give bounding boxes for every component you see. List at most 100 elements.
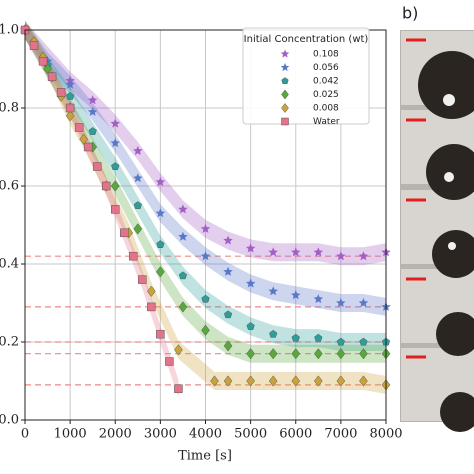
data-point <box>201 324 210 336</box>
data-point <box>138 275 147 284</box>
data-point <box>291 290 301 300</box>
legend-label: 0.042 <box>313 77 339 87</box>
data-point <box>174 344 183 356</box>
x-tick-label: 5000 <box>234 427 267 442</box>
data-point <box>165 357 174 366</box>
data-point <box>147 285 156 297</box>
data-point <box>111 205 120 214</box>
plot-frame <box>24 29 387 421</box>
data-point <box>223 235 233 245</box>
data-point <box>336 298 346 307</box>
x-tick-label: 7000 <box>324 427 357 442</box>
data-point <box>291 348 301 360</box>
data-point <box>155 208 166 218</box>
data-point <box>156 240 165 248</box>
data-point <box>174 384 183 394</box>
scale-bars <box>406 38 426 359</box>
data-point <box>314 333 323 342</box>
data-point <box>268 286 278 296</box>
data-point <box>313 294 324 304</box>
data-point <box>133 173 143 183</box>
legend-label: 0.056 <box>313 63 339 73</box>
data-point <box>246 348 255 360</box>
data-point <box>65 103 75 113</box>
data-point <box>224 310 233 319</box>
y-tick-label: 0.8 <box>0 101 19 116</box>
data-point <box>133 201 142 209</box>
data-point <box>101 181 111 191</box>
data-point <box>359 348 368 360</box>
data-point <box>110 118 120 128</box>
x-tick-label: 0 <box>21 427 29 442</box>
data-point <box>268 348 278 360</box>
data-point <box>129 251 138 261</box>
y-tick-label: 0.6 <box>0 179 19 194</box>
data-point <box>147 302 156 312</box>
data-point <box>156 266 165 278</box>
data-point <box>110 138 120 148</box>
data-point <box>56 88 66 97</box>
data-point <box>313 247 324 257</box>
data-point <box>336 337 345 346</box>
y-tick-label: 0.4 <box>0 257 19 272</box>
droplets <box>418 51 474 432</box>
legend-marker <box>281 117 289 126</box>
legend-box <box>242 27 370 125</box>
legend-marker <box>281 89 289 100</box>
data-point <box>110 180 120 192</box>
data-point <box>336 348 346 360</box>
data-point <box>313 348 323 360</box>
x-tick-label: 2000 <box>99 427 132 442</box>
data-point <box>178 204 188 214</box>
legend-label: 0.008 <box>313 104 339 114</box>
data-point <box>65 110 75 122</box>
legend-title: Initial Concentration (wt) <box>244 34 369 45</box>
data-point <box>291 333 300 342</box>
data-point <box>47 72 57 82</box>
data-point <box>245 278 256 288</box>
data-point <box>246 322 255 330</box>
data-point <box>83 142 93 152</box>
data-point <box>92 162 102 171</box>
data-point <box>291 375 301 387</box>
x-tick-label: 3000 <box>144 427 177 442</box>
data-point <box>336 251 346 261</box>
data-point <box>223 266 233 276</box>
data-point <box>178 271 187 280</box>
legend-label: 0.108 <box>313 50 339 60</box>
data-point <box>291 247 301 257</box>
data-point <box>200 223 211 233</box>
legend-marker <box>280 49 290 58</box>
data-point <box>133 145 143 155</box>
data-point <box>178 231 188 241</box>
data-point <box>120 228 129 238</box>
data-point <box>268 375 278 387</box>
data-point <box>245 243 256 253</box>
data-point <box>87 106 98 116</box>
data-point <box>246 375 255 387</box>
data-point <box>65 79 75 89</box>
data-point <box>201 294 210 303</box>
data-point <box>43 63 52 75</box>
panel-label: b) <box>402 4 418 23</box>
x-axis-label: Time [s] <box>178 449 232 464</box>
data-point <box>87 95 98 105</box>
x-tick-label: 1000 <box>54 427 87 442</box>
data-point <box>38 56 48 66</box>
legend-label: 0.025 <box>313 90 339 100</box>
data-point <box>200 251 211 261</box>
x-tick-label: 6000 <box>279 427 312 442</box>
data-point <box>359 375 368 387</box>
droplet-highlights <box>443 94 456 250</box>
data-point <box>88 127 97 135</box>
x-tick-label: 8000 <box>369 427 402 442</box>
data-point <box>79 133 88 145</box>
data-point <box>336 375 346 387</box>
data-point <box>155 177 166 187</box>
data-point <box>313 375 323 387</box>
y-tick-label: 0.0 <box>0 413 19 428</box>
data-point <box>29 41 39 50</box>
data-point <box>133 223 143 235</box>
data-point <box>359 337 368 346</box>
